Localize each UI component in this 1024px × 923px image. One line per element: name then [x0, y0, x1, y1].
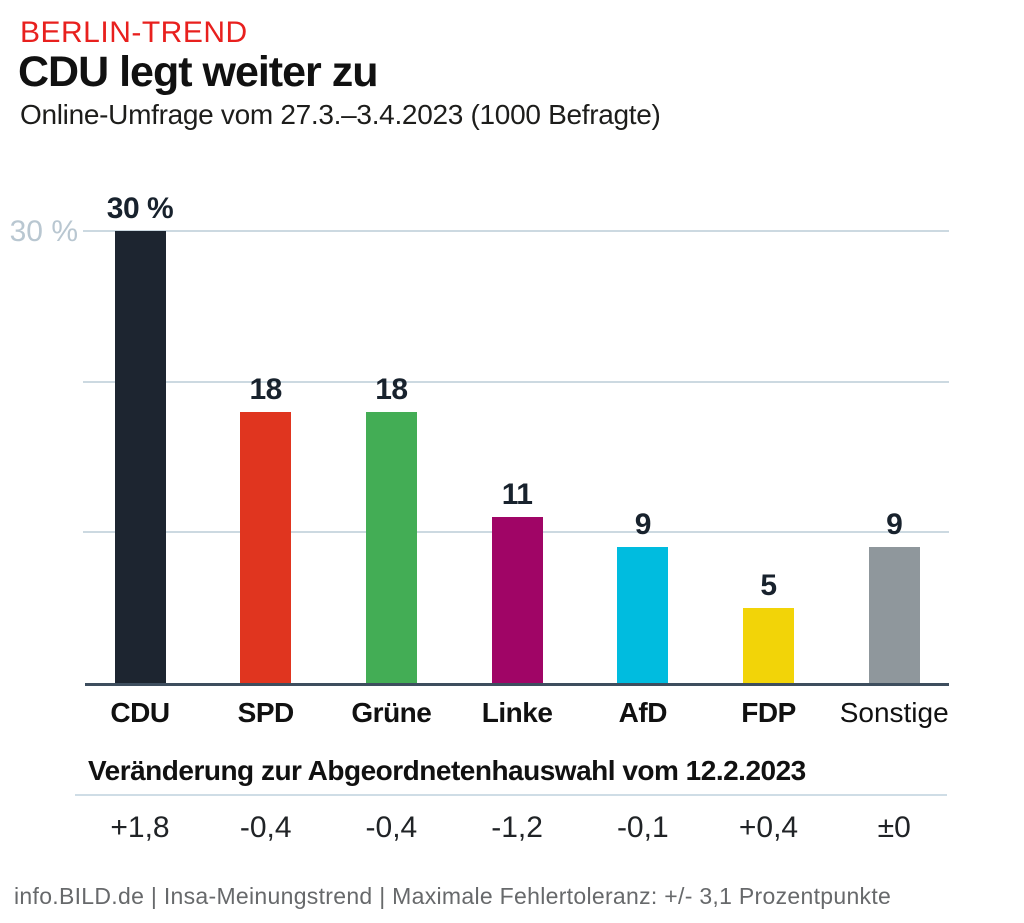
- change-value-Sonstige: ±0: [877, 811, 911, 844]
- bar-SPD: [240, 411, 292, 683]
- source-line: info.BILD.de | Insa-Meinungstrend | Maxi…: [14, 883, 892, 909]
- bar-value-AfD: 9: [634, 508, 652, 542]
- bar-value-SPD: 18: [249, 372, 283, 406]
- bar-Sonstige: [868, 547, 920, 683]
- change-value-AfD: -0,1: [616, 811, 669, 844]
- bar-Linke: [491, 517, 543, 683]
- bar-value-CDU: 30 %: [106, 191, 174, 225]
- change-value-FDP: +0,4: [738, 811, 799, 844]
- y-axis-tick-30: 30 %: [9, 215, 78, 248]
- change-value-SPD: -0,4: [239, 811, 292, 844]
- x-label-Grüne: Grüne: [351, 697, 432, 728]
- subtitle: Online-Umfrage vom 27.3.–3.4.2023 (1000 …: [20, 99, 661, 130]
- y-gridline-20: [83, 380, 949, 383]
- bar-value-Linke: 11: [501, 478, 533, 512]
- bar-value-FDP: 5: [760, 568, 777, 602]
- changes-title: Veränderung zur Abgeordnetenhauswahl vom…: [88, 755, 806, 786]
- bar-FDP: [743, 607, 794, 683]
- bar-AfD: [617, 547, 669, 683]
- change-value-Linke: -1,2: [491, 811, 543, 844]
- y-gridline-30: [83, 229, 949, 232]
- bar-value-Grüne: 18: [375, 372, 408, 406]
- x-label-FDP: FDP: [741, 697, 796, 728]
- bar-Grüne: [365, 411, 417, 683]
- changes-divider: [75, 794, 947, 796]
- x-label-Sonstige: Sonstige: [839, 697, 949, 728]
- page-title: CDU legt weiter zu: [18, 48, 378, 96]
- bar-value-Sonstige: 9: [886, 508, 903, 542]
- kicker-label: BERLIN-TREND: [20, 16, 248, 49]
- x-label-AfD: AfD: [618, 697, 668, 728]
- x-label-Linke: Linke: [481, 697, 553, 728]
- x-label-CDU: CDU: [110, 697, 170, 728]
- change-value-CDU: +1,8: [110, 811, 170, 844]
- change-value-Grüne: -0,4: [365, 811, 418, 844]
- x-label-SPD: SPD: [237, 697, 295, 728]
- chart-area: 30 % 18 18 11 9 5 9: [83, 192, 949, 686]
- bar-CDU: [114, 230, 166, 683]
